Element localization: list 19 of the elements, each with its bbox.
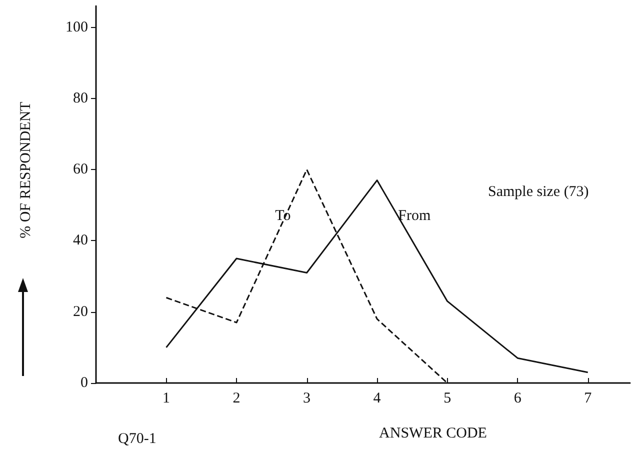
x-tick-label: 6 <box>514 390 522 406</box>
y-tick-label: 100 <box>66 19 88 36</box>
x-tick-label: 4 <box>373 390 382 406</box>
y-tick-label: 80 <box>73 90 88 106</box>
x-tick-label: 1 <box>162 390 170 406</box>
x-tick-label: 2 <box>232 390 240 406</box>
y-tick-label: 40 <box>73 232 88 249</box>
y-tick-label: 60 <box>73 162 88 178</box>
x-axis-title: ANSWER CODE <box>379 426 487 442</box>
x-tick-label: 3 <box>303 390 311 406</box>
series-label: To <box>275 208 291 224</box>
x-tick-label: 7 <box>584 390 592 406</box>
series-label: From <box>398 208 431 224</box>
text: Q70-1 <box>118 431 156 447</box>
y-axis-title: % OF RESPONDENT <box>18 102 34 238</box>
x-tick-label: 5 <box>444 390 452 406</box>
y-tick-label: 20 <box>73 304 88 320</box>
annotation: Sample size (73) <box>488 184 589 200</box>
y-tick-label: 0 <box>80 375 88 391</box>
